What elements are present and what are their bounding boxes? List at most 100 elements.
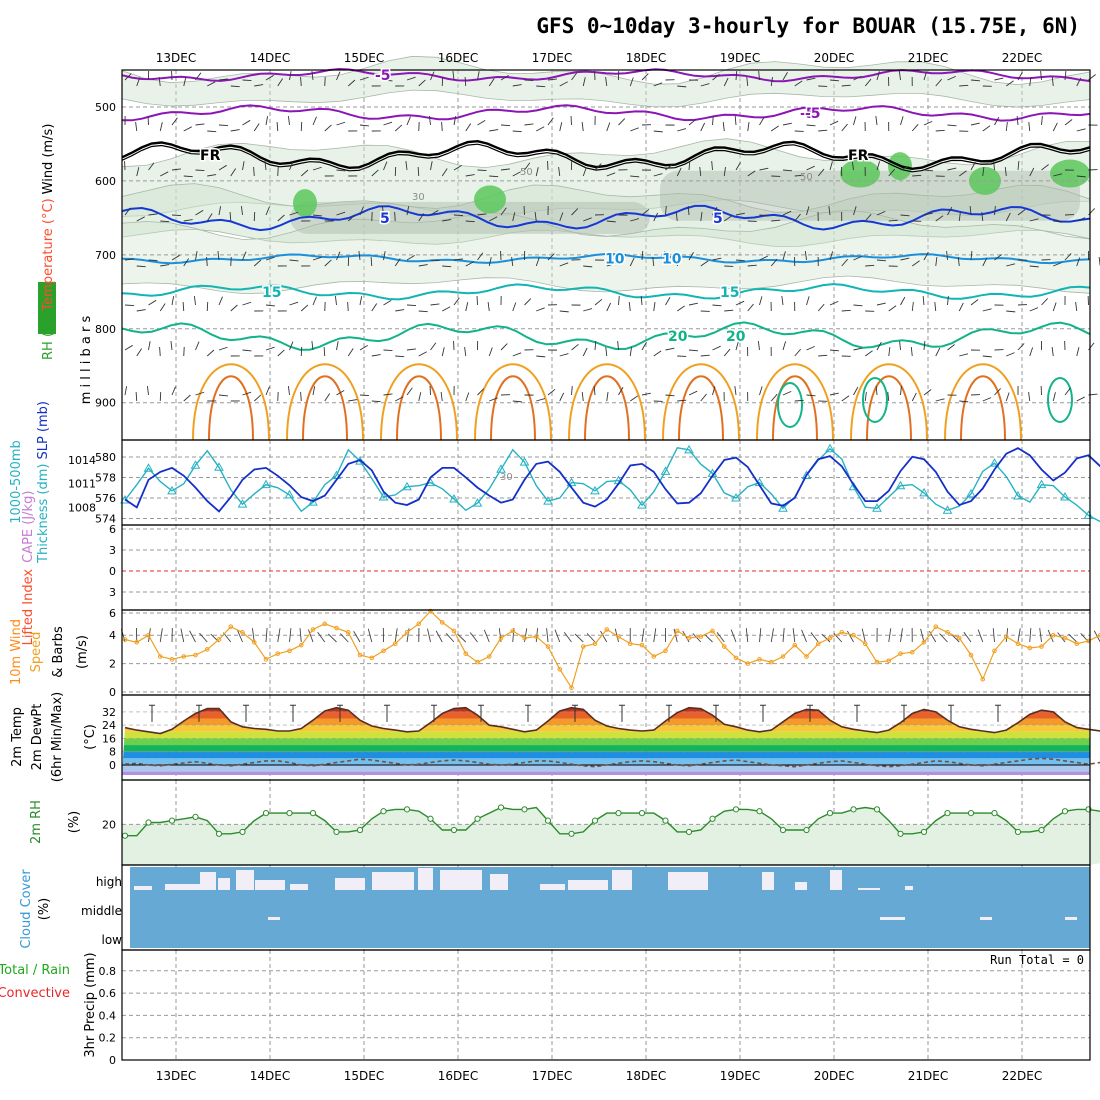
precip-tick-label: 0: [109, 1054, 116, 1067]
wind-barb: [383, 349, 393, 352]
wind-barb: [136, 265, 146, 268]
wind-barb: [489, 397, 498, 402]
wind-barb: [395, 355, 405, 358]
cloud-gap: [165, 884, 203, 890]
wind-barb: [665, 296, 671, 306]
wind-barb: [900, 165, 909, 171]
wind-barb: [465, 174, 475, 177]
thickness-marker: [590, 485, 600, 495]
wind-barb: [888, 305, 897, 312]
wind-barb: [759, 167, 769, 171]
profile-ylabel-part: Temperature (°C): [41, 198, 56, 311]
wind-barb: [512, 302, 517, 312]
wind-barb: [841, 309, 851, 312]
wind-speed-marker: [1027, 645, 1033, 651]
thickness-marker: [942, 505, 953, 514]
wind-barb: [1028, 392, 1031, 402]
cloud-gap: [540, 884, 565, 890]
thickness-marker: [989, 458, 1000, 467]
thickness-marker: [825, 443, 835, 453]
wind-barb: [453, 116, 457, 126]
wind-barb: [289, 301, 299, 306]
wind-barb: [970, 299, 979, 306]
isotherm-line: [121, 67, 1091, 83]
wind-barb: [923, 212, 933, 216]
wind-barb: [265, 304, 275, 307]
rh-marker: [1061, 808, 1069, 815]
wind-barb: [512, 171, 521, 177]
wind-barb: [406, 348, 416, 351]
wind-barb: [653, 212, 659, 222]
wind-barb: [559, 81, 568, 87]
wind-barb: [206, 349, 215, 357]
wind-barb: [146, 386, 149, 396]
wind-tick-label: 0: [109, 686, 116, 699]
temp-tick-label: 0: [109, 759, 116, 772]
wind-barb: [618, 295, 620, 306]
warm-contour: [866, 375, 912, 441]
wind-speed-marker: [862, 641, 868, 647]
thickness-tick-label: 574: [95, 513, 116, 526]
wind-barb: [465, 392, 470, 402]
wind-barb: [359, 344, 368, 351]
precip-tick-label: 0.4: [99, 1009, 117, 1022]
wind-speed-marker: [698, 634, 704, 639]
wind-barb: [488, 347, 493, 357]
cloud-gap: [200, 872, 216, 890]
profile-ylabel: RH (%) Temperature (°C) Wind (m/s): [41, 124, 56, 360]
temp-ylabel-part: (6hr Min/Max): [50, 692, 65, 782]
wind-barb: [794, 399, 804, 402]
wind-barb: [195, 169, 205, 172]
wind-barb: [794, 213, 801, 222]
wind-barb: [512, 130, 522, 133]
wind-barb: [487, 302, 490, 312]
warm-contour: [678, 375, 724, 441]
surface-wind-barb: [339, 633, 349, 643]
wind-barb: [712, 206, 718, 216]
wind-barb: [664, 250, 666, 261]
rh-marker: [662, 817, 669, 824]
wind-barb: [559, 262, 569, 267]
slp-tick-label: 1014: [68, 454, 96, 467]
wind-barb: [1029, 347, 1034, 357]
precip-unit: 3hr Precip (mm): [83, 952, 98, 1057]
wind-barb: [230, 304, 238, 312]
wind-barb: [970, 251, 973, 261]
temp-tick-label: 16: [102, 732, 116, 745]
thickness-marker: [895, 480, 906, 490]
wind-barb: [1076, 77, 1082, 87]
wind-barb: [323, 346, 326, 357]
wind-barb: [136, 348, 143, 357]
wind-barb: [536, 126, 545, 132]
surface-wind-barb: [929, 630, 937, 643]
wind-speed-marker: [533, 634, 539, 639]
wind-barb: [911, 302, 914, 312]
rh-marker: [826, 810, 834, 817]
surface-wind-barb: [1068, 633, 1078, 643]
mb-tick-label: 700: [95, 249, 116, 262]
wind-barb: [464, 76, 467, 87]
wind-barb: [160, 264, 170, 267]
wind-barb: [559, 392, 565, 402]
thickness-marker: [143, 463, 154, 472]
wind-barb: [583, 217, 592, 222]
wind-barb: [617, 340, 619, 351]
wind-barb: [900, 386, 902, 396]
isotherm-label: 5: [380, 211, 390, 227]
wind-barb: [160, 171, 169, 177]
wind-barb: [734, 115, 737, 126]
wind-barb: [312, 256, 322, 261]
wind-barb: [934, 302, 937, 312]
wind-speed-marker: [475, 659, 480, 665]
wind-barb: [276, 121, 279, 132]
surface-wind-barb: [703, 633, 713, 643]
wind-barb: [159, 346, 161, 357]
wind-barb: [582, 347, 588, 357]
wind-barb: [571, 208, 579, 216]
wind-barb: [571, 385, 573, 396]
wind-barb: [947, 167, 957, 171]
bottom-date-label: 15DEC: [344, 1069, 384, 1083]
wind-barb: [629, 257, 635, 267]
surface-wind-barb: [277, 628, 281, 643]
wind-barb: [770, 393, 778, 402]
